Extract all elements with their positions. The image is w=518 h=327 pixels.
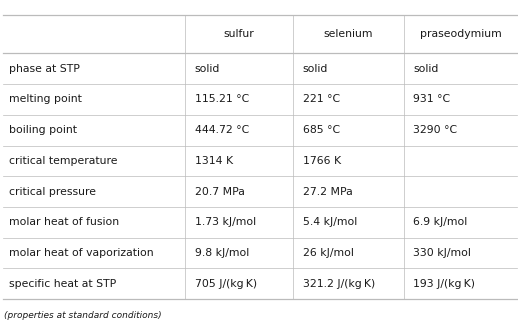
Text: 27.2 MPa: 27.2 MPa — [303, 187, 352, 197]
Text: critical temperature: critical temperature — [9, 156, 117, 166]
Text: solid: solid — [303, 64, 328, 74]
Text: 1314 K: 1314 K — [195, 156, 233, 166]
Text: selenium: selenium — [324, 29, 373, 39]
Text: molar heat of vaporization: molar heat of vaporization — [9, 248, 153, 258]
Text: solid: solid — [195, 64, 220, 74]
Text: 9.8 kJ/mol: 9.8 kJ/mol — [195, 248, 249, 258]
Text: 6.9 kJ/mol: 6.9 kJ/mol — [413, 217, 467, 227]
Text: 3290 °C: 3290 °C — [413, 125, 457, 135]
Text: 1766 K: 1766 K — [303, 156, 341, 166]
Text: specific heat at STP: specific heat at STP — [9, 279, 116, 289]
Text: 115.21 °C: 115.21 °C — [195, 95, 249, 104]
Text: sulfur: sulfur — [224, 29, 254, 39]
Text: 20.7 MPa: 20.7 MPa — [195, 187, 244, 197]
Text: praseodymium: praseodymium — [420, 29, 501, 39]
Text: melting point: melting point — [9, 95, 82, 104]
Text: 26 kJ/mol: 26 kJ/mol — [303, 248, 353, 258]
Text: 1.73 kJ/mol: 1.73 kJ/mol — [195, 217, 256, 227]
Text: 931 °C: 931 °C — [413, 95, 450, 104]
Text: 705 J/(kg K): 705 J/(kg K) — [195, 279, 256, 289]
Text: 5.4 kJ/mol: 5.4 kJ/mol — [303, 217, 357, 227]
Text: 685 °C: 685 °C — [303, 125, 340, 135]
Text: (properties at standard conditions): (properties at standard conditions) — [4, 311, 161, 320]
Text: boiling point: boiling point — [9, 125, 77, 135]
Text: solid: solid — [413, 64, 439, 74]
Text: 193 J/(kg K): 193 J/(kg K) — [413, 279, 475, 289]
Text: 221 °C: 221 °C — [303, 95, 340, 104]
Text: 330 kJ/mol: 330 kJ/mol — [413, 248, 471, 258]
Text: 321.2 J/(kg K): 321.2 J/(kg K) — [303, 279, 375, 289]
Text: 444.72 °C: 444.72 °C — [195, 125, 249, 135]
Text: critical pressure: critical pressure — [9, 187, 96, 197]
Text: molar heat of fusion: molar heat of fusion — [9, 217, 119, 227]
Text: phase at STP: phase at STP — [9, 64, 80, 74]
